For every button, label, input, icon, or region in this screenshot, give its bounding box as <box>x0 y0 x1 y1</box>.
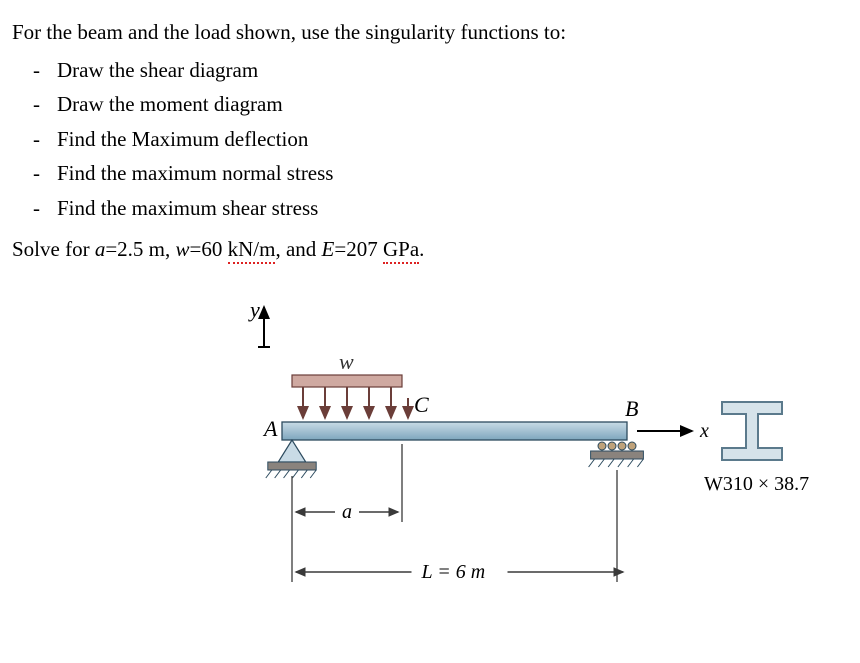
period: . <box>419 237 424 261</box>
list-item: Draw the shear diagram <box>57 55 848 85</box>
beam-svg: y w C A Bx a L = 6 m W310 × 38.7 <box>222 287 842 607</box>
var-w: w <box>176 237 190 261</box>
svg-text:A: A <box>262 416 278 441</box>
task-list: Draw the shear diagram Draw the moment d… <box>12 55 848 223</box>
val-E-unit: GPa <box>383 237 419 264</box>
list-item: Find the maximum shear stress <box>57 193 848 223</box>
problem-statement: For the beam and the load shown, use the… <box>12 20 848 45</box>
beam-figure: y w C A Bx a L = 6 m W310 × 38.7 <box>222 287 842 607</box>
svg-text:x: x <box>699 420 709 442</box>
list-item: Find the Maximum deflection <box>57 124 848 154</box>
svg-text:L = 6 m: L = 6 m <box>421 561 486 583</box>
val-E-eq: =207 <box>334 237 383 261</box>
val-a: =2.5 m, <box>105 237 175 261</box>
solve-prefix: Solve for <box>12 237 95 261</box>
svg-text:C: C <box>414 392 429 417</box>
var-E: E <box>322 237 335 261</box>
given-values: Solve for a=2.5 m, w=60 kN/m, and E=207 … <box>12 237 848 262</box>
list-item: Draw the moment diagram <box>57 89 848 119</box>
val-w-unit: kN/m <box>228 237 276 264</box>
list-item: Find the maximum normal stress <box>57 158 848 188</box>
svg-text:B: B <box>625 396 638 421</box>
svg-text:a: a <box>342 501 352 523</box>
svg-text:W310 × 38.7: W310 × 38.7 <box>704 473 809 495</box>
svg-text:w: w <box>339 349 354 374</box>
val-w-post: , and <box>275 237 321 261</box>
val-w-eq: =60 <box>190 237 228 261</box>
var-a: a <box>95 237 106 261</box>
svg-text:y: y <box>248 297 260 322</box>
